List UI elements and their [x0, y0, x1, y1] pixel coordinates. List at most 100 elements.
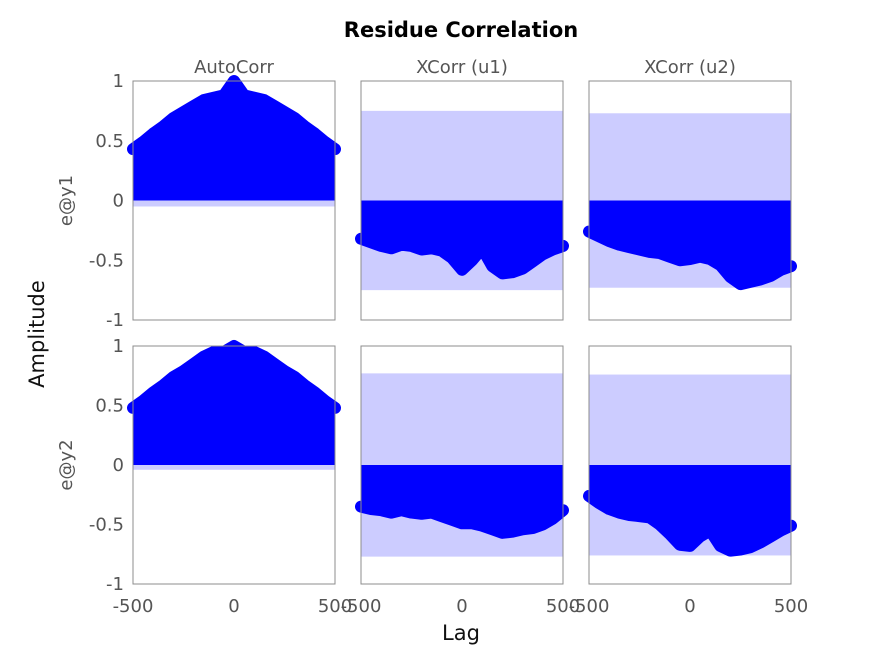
data-point — [707, 527, 714, 534]
correlation-area — [361, 465, 563, 533]
data-point — [261, 97, 268, 104]
y-tick-label: 0 — [113, 455, 124, 476]
data-point — [200, 97, 207, 104]
axes-box — [360, 345, 564, 585]
data-point — [646, 514, 653, 521]
x-tick-label: 0 — [456, 596, 467, 617]
axes-box — [588, 345, 792, 585]
data-point — [448, 254, 455, 261]
subplot-2-2: -500 0 500 — [341, 345, 580, 617]
correlation-area — [589, 465, 791, 551]
column-title: XCorr (u1) — [416, 57, 508, 78]
data-point — [459, 520, 465, 527]
data-point — [687, 542, 693, 549]
x-tick-label: -500 — [341, 596, 382, 617]
data-point — [519, 526, 526, 533]
row-label: e@y1 — [56, 175, 77, 226]
data-point — [656, 250, 663, 257]
x-tick-label: 500 — [774, 596, 808, 617]
data-point — [626, 511, 633, 518]
x-tick-label: 500 — [546, 596, 580, 617]
data-point — [549, 515, 556, 522]
data-point — [180, 367, 187, 374]
data-point — [666, 531, 673, 538]
x-tick-label: 0 — [684, 596, 695, 617]
data-point — [140, 138, 147, 145]
data-point — [368, 239, 375, 246]
y-tick-label: 0.5 — [95, 396, 124, 417]
correlation-area — [133, 81, 335, 201]
data-point — [291, 115, 298, 122]
data-point — [220, 348, 227, 355]
data-point — [448, 516, 455, 523]
data-point — [529, 525, 536, 532]
data-point — [428, 509, 435, 516]
axes-box — [588, 80, 792, 321]
data-point — [539, 251, 546, 258]
data-point — [697, 533, 704, 540]
data-point — [606, 506, 613, 513]
data-point — [418, 510, 425, 517]
data-point — [190, 360, 197, 367]
data-point — [291, 373, 298, 380]
axes-box — [132, 80, 336, 321]
data-point — [388, 509, 395, 516]
data-point — [529, 258, 536, 265]
data-point — [616, 509, 623, 516]
y-axis-title: Amplitude — [25, 280, 49, 388]
data-point — [767, 533, 774, 540]
data-point — [777, 266, 784, 273]
data-point — [438, 513, 445, 520]
data-point — [378, 242, 385, 249]
data-point — [160, 123, 167, 130]
data-point — [676, 541, 683, 548]
data-point — [398, 507, 405, 514]
data-point — [241, 92, 248, 99]
data-point — [321, 138, 328, 145]
data-point — [676, 257, 683, 264]
data-point — [469, 257, 476, 264]
data-point — [271, 360, 278, 367]
x-tick-label: 0 — [228, 596, 239, 617]
subplot-1-2: XCorr (u1) — [355, 57, 569, 321]
subplot-2-1: 1 0.5 0 -0.5 -1 e@y2 -500 0 500 — [56, 336, 352, 617]
y-tick-label: -1 — [106, 310, 124, 331]
data-point — [438, 247, 445, 254]
data-point — [767, 272, 774, 279]
column-title: XCorr (u2) — [644, 57, 736, 78]
x-axis-title: Lag — [442, 621, 480, 645]
data-point — [707, 256, 714, 263]
row-label: e@y2 — [56, 439, 77, 490]
data-point — [479, 522, 486, 529]
data-point — [150, 130, 157, 137]
data-point — [418, 246, 425, 253]
data-point — [311, 130, 318, 137]
data-point — [499, 529, 506, 536]
y-tick-label: 0 — [113, 191, 124, 212]
data-point — [539, 521, 546, 528]
data-point — [428, 245, 435, 252]
correlation-area — [361, 200, 563, 274]
data-point — [210, 94, 217, 101]
data-point — [596, 233, 603, 240]
data-point — [160, 382, 167, 389]
data-point — [717, 262, 724, 269]
correlation-area — [589, 200, 791, 285]
column-title: AutoCorr — [194, 57, 274, 78]
data-point — [241, 348, 248, 355]
x-tick-label: -500 — [569, 596, 610, 617]
data-point — [509, 528, 516, 535]
data-point — [646, 248, 653, 255]
data-point — [301, 123, 308, 130]
data-point — [757, 276, 764, 283]
data-point — [636, 513, 643, 520]
data-point — [737, 281, 744, 288]
data-point — [180, 109, 187, 116]
axes-box — [132, 345, 336, 585]
data-point — [489, 526, 496, 533]
data-point — [479, 245, 486, 252]
data-point — [271, 103, 278, 110]
data-point — [301, 382, 308, 389]
data-point — [717, 542, 724, 549]
data-point — [616, 241, 623, 248]
